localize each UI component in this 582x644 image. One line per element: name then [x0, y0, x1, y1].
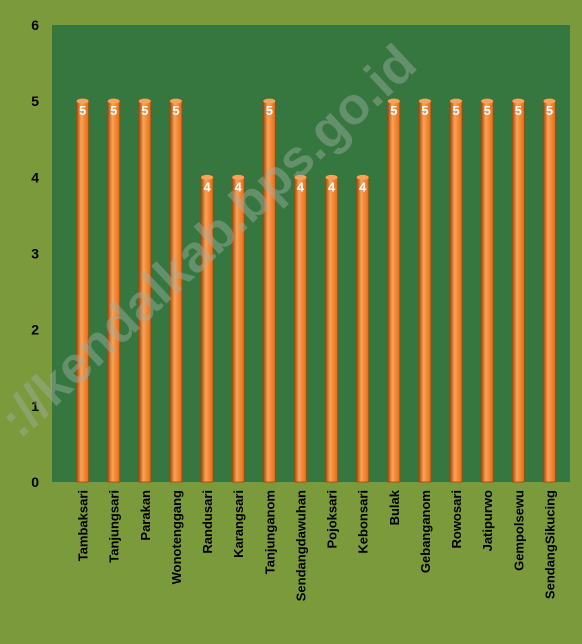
bar: [294, 176, 307, 483]
x-tick-label: Wonotenggang: [169, 490, 184, 584]
bar-cap: [294, 174, 307, 180]
bar: [325, 176, 338, 483]
data-label: 5: [79, 103, 86, 118]
bar-cap: [418, 98, 431, 104]
bar-cap: [76, 98, 89, 104]
bar: [76, 100, 89, 483]
bar: [511, 100, 525, 483]
x-tick-label: Kebonsari: [356, 490, 371, 554]
data-label: 5: [515, 103, 522, 118]
bar-cap: [201, 174, 214, 180]
bar-series: 5 5 5 5 4 4 5 4 4 4 5 5 5 5 5 5: [76, 98, 556, 483]
x-tick-label: Gebanganom: [418, 490, 433, 573]
bar-cap: [512, 98, 525, 104]
x-tick-label: Bulak: [387, 489, 402, 525]
bar: [356, 176, 370, 483]
data-label: 4: [359, 179, 367, 194]
bar-cap: [481, 98, 494, 104]
bar-cap: [169, 98, 182, 104]
bar-cap: [325, 174, 338, 180]
bar-cap: [138, 98, 151, 104]
x-tick-label: Tambaksari: [76, 490, 91, 561]
bar-cap: [263, 98, 276, 104]
data-label: 5: [390, 103, 397, 118]
x-tick-label: Sendangdawuhan: [293, 490, 308, 601]
data-label: 5: [452, 103, 459, 118]
x-tick-label: Gempolsewu: [511, 490, 526, 571]
y-tick-label: 2: [31, 322, 39, 338]
bar: [543, 100, 556, 483]
data-label: 5: [110, 103, 117, 118]
bar-cap: [232, 174, 245, 180]
bar-cap: [450, 98, 463, 104]
x-tick-label: SendangSikucing: [542, 490, 557, 599]
bar-cap: [387, 98, 400, 104]
x-tick-label: Jatipurwo: [480, 490, 495, 551]
data-label: 4: [297, 179, 305, 194]
bar: [449, 100, 463, 483]
x-tick-label: Parakan: [138, 490, 153, 541]
x-tick-label: Rowosari: [449, 490, 464, 549]
data-label: 5: [421, 103, 428, 118]
x-tick-label: Randusari: [200, 490, 215, 554]
data-label: 4: [328, 179, 336, 194]
bar-cap: [543, 98, 556, 104]
data-label: 5: [484, 103, 491, 118]
y-tick-label: 1: [31, 398, 39, 414]
data-label: 5: [546, 103, 553, 118]
data-label: 4: [235, 179, 243, 194]
y-tick-label: 0: [31, 474, 39, 490]
data-label: 5: [141, 103, 148, 118]
bar-cap: [356, 174, 369, 180]
x-tick-label: Karangsari: [231, 490, 246, 558]
x-tick-label: Tanjunganom: [262, 490, 277, 574]
y-tick-label: 4: [31, 169, 39, 185]
x-axis: Tambaksari Tanjungsari Parakan Wonotenggang…: [76, 489, 558, 601]
x-tick-label: Pojoksari: [325, 490, 340, 549]
bar: [387, 100, 401, 483]
y-tick-label: 3: [31, 246, 39, 262]
bar: [418, 100, 432, 483]
y-tick-label: 5: [31, 93, 39, 109]
bar: [480, 100, 494, 483]
bar-cap: [107, 98, 120, 104]
y-axis: 0 1 2 3 4 5 6: [31, 17, 39, 490]
data-label: 5: [266, 103, 273, 118]
data-label: 5: [172, 103, 179, 118]
x-tick-label: Tanjungsari: [107, 490, 122, 563]
y-tick-label: 6: [31, 17, 39, 33]
data-label: 4: [203, 179, 211, 194]
